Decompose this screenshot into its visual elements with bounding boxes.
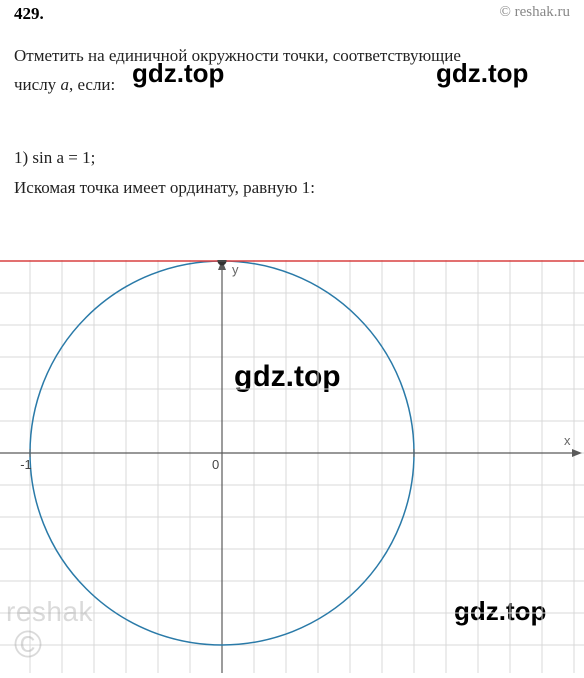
svg-text:-1: -1 — [20, 457, 32, 472]
problem-line1: Отметить на единичной окружности точки, … — [14, 42, 570, 71]
svg-text:y: y — [232, 262, 239, 277]
svg-text:0: 0 — [212, 457, 219, 472]
problem-number: 429. — [14, 4, 44, 24]
problem-line2: числу a, если: — [14, 71, 570, 100]
subproblem-equation: 1) sin a = 1; — [0, 100, 584, 168]
copyright-text: © reshak.ru — [499, 4, 570, 24]
problem-statement: Отметить на единичной окружности точки, … — [0, 24, 584, 100]
subproblem-description: Искомая точка имеет ординату, равную 1: — [0, 168, 584, 198]
reshak-logo: reshak © — [6, 596, 93, 667]
svg-text:x: x — [564, 433, 571, 448]
